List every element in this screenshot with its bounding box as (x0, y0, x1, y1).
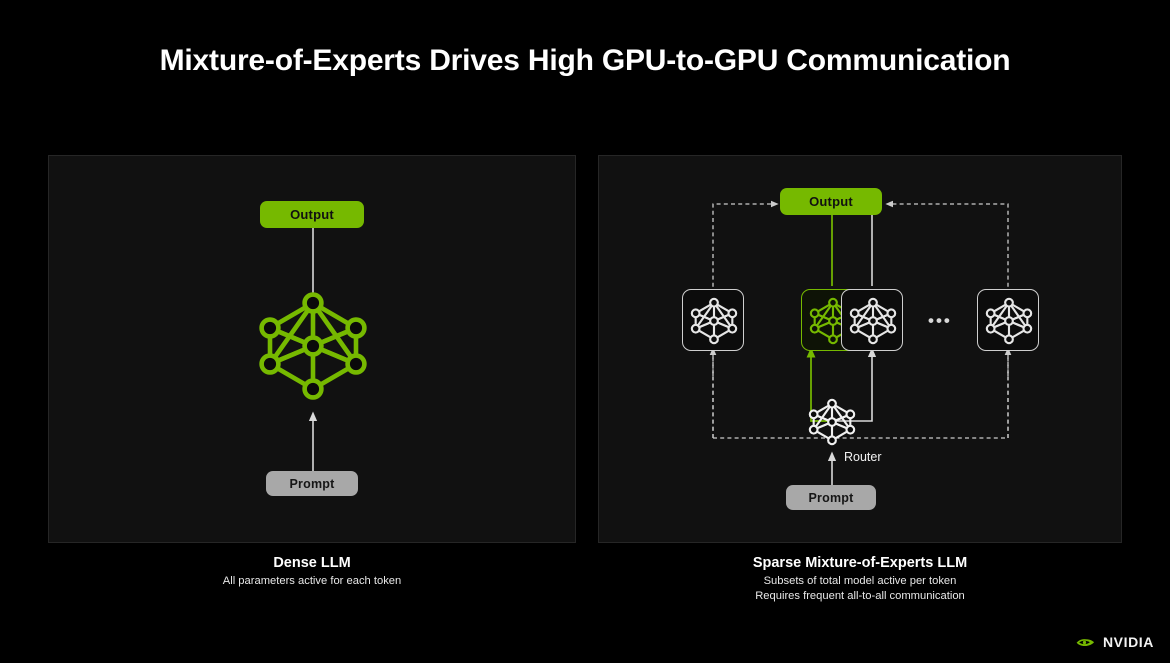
nvidia-logo: NVIDIA (1076, 635, 1154, 649)
moe-llm-panel: ••• (598, 155, 1122, 543)
expert-card-4[interactable] (977, 289, 1039, 351)
experts-ellipsis: ••• (928, 311, 952, 330)
router-network-icon[interactable] (806, 396, 858, 448)
caption-subtitle: All parameters active for each token (222, 574, 402, 587)
caption-title: Sparse Mixture-of-Experts LLM (752, 555, 968, 571)
expert-card-3[interactable] (841, 289, 903, 351)
moe-output-box[interactable]: Output (780, 188, 882, 215)
nvidia-wordmark: NVIDIA (1102, 634, 1154, 650)
dense-prompt-box[interactable]: Prompt (266, 471, 358, 496)
expert-network-icon (690, 297, 738, 345)
page-title: Mixture-of-Experts Drives High GPU-to-GP… (159, 44, 1011, 77)
dense-output-box[interactable]: Output (260, 201, 364, 228)
caption-subtitle-1: Subsets of total model active per token (763, 574, 957, 587)
router-label: Router (844, 450, 882, 464)
moe-prompt-box[interactable]: Prompt (786, 485, 876, 510)
caption-subtitle-2: Requires frequent all-to-all communicati… (755, 590, 965, 603)
dense-llm-caption: Dense LLM All parameters active for each… (48, 554, 576, 589)
dense-network-icon (259, 292, 367, 400)
nvidia-eye-icon (1076, 639, 1094, 647)
expert-network-icon (985, 297, 1033, 345)
caption-title: Dense LLM (273, 555, 351, 571)
expert-network-icon (849, 297, 897, 345)
expert-card-1[interactable] (682, 289, 744, 351)
moe-llm-caption: Sparse Mixture-of-Experts LLM Subsets of… (598, 554, 1122, 604)
